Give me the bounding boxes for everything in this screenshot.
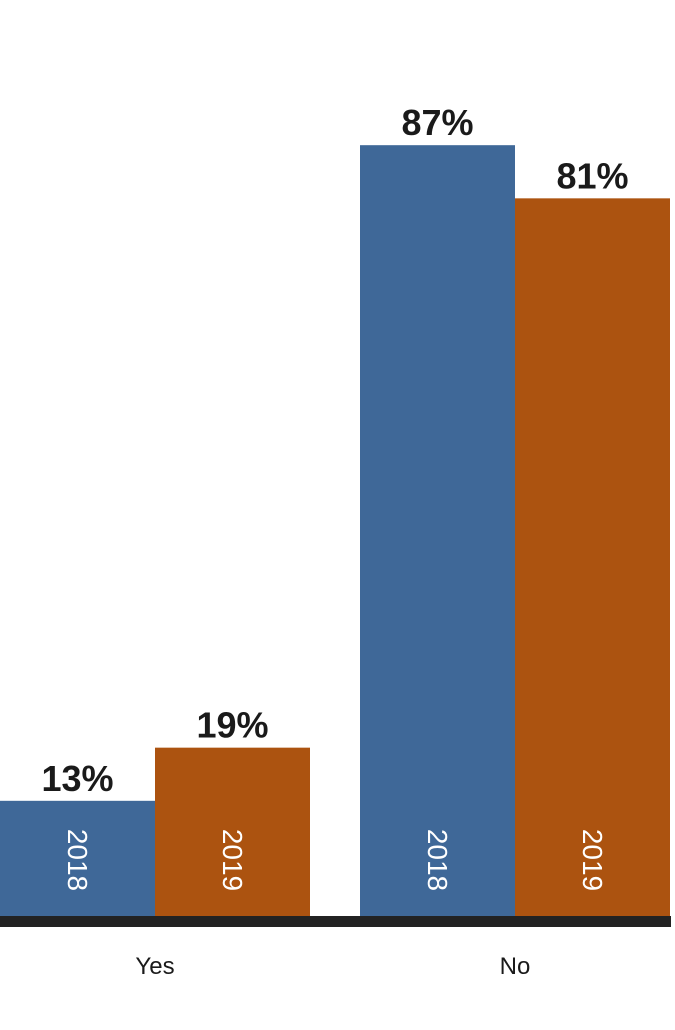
bar-yes-2018 xyxy=(0,800,155,916)
baseline-layer xyxy=(0,916,671,927)
bar-no-2019 xyxy=(515,198,670,917)
series-label-yes-2018: 2018 xyxy=(62,829,93,891)
x-axis-baseline xyxy=(0,916,671,927)
category-label-yes: Yes xyxy=(135,953,174,980)
bars-layer xyxy=(0,145,670,917)
bar-no-2018 xyxy=(360,145,515,916)
series-label-no-2019: 2019 xyxy=(577,829,608,891)
value-label-no-2018: 87% xyxy=(401,102,473,143)
series-label-no-2018: 2018 xyxy=(422,829,453,891)
category-label-no: No xyxy=(500,953,531,980)
value-label-yes-2019: 19% xyxy=(196,705,268,746)
series-label-yes-2019: 2019 xyxy=(217,829,248,891)
bar-yes-2019 xyxy=(155,747,310,916)
labels-layer: 13% 2018 19% 2019 Yes 87% 2018 81% 2019 No xyxy=(41,102,628,980)
value-label-no-2019: 81% xyxy=(556,155,628,196)
value-label-yes-2018: 13% xyxy=(41,758,113,799)
